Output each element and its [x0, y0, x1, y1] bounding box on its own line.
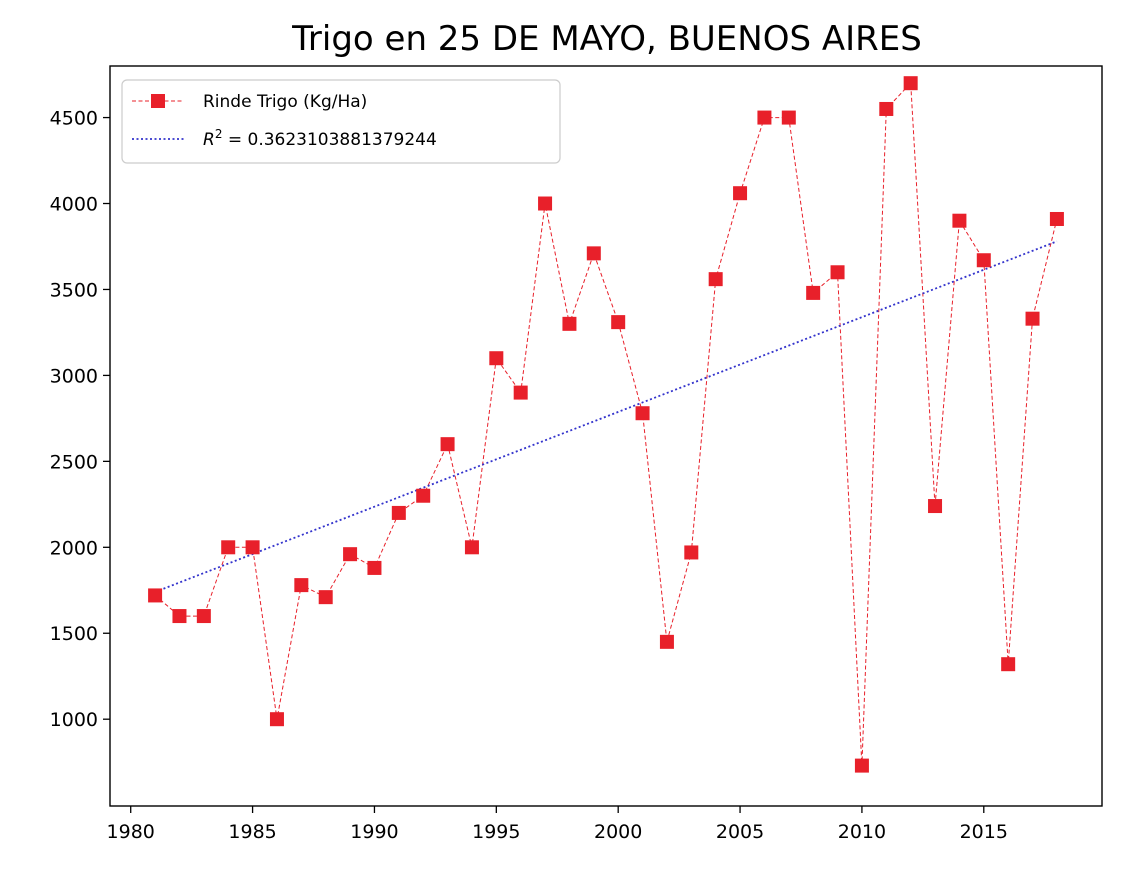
data-point: [708, 272, 723, 287]
x-tick-label: 2005: [716, 821, 764, 843]
data-point: [513, 385, 528, 400]
data-point: [635, 406, 650, 421]
legend-label-trend: R2 = 0.3623103881379244: [203, 127, 437, 150]
data-point: [538, 196, 553, 211]
data-point: [221, 540, 236, 555]
x-tick-label: 2010: [838, 821, 886, 843]
data-point: [318, 590, 333, 605]
data-point: [854, 758, 869, 773]
y-tick-label: 3000: [50, 365, 98, 387]
data-point: [416, 488, 431, 503]
legend-label-rinde: Rinde Trigo (Kg/Ha): [203, 92, 367, 112]
y-tick-label: 1000: [50, 709, 98, 731]
data-point: [343, 547, 358, 562]
legend-marker-rinde: [151, 94, 165, 108]
y-tick-label: 2000: [50, 537, 98, 559]
data-point: [1025, 311, 1040, 326]
data-point: [976, 253, 991, 268]
data-point: [440, 437, 455, 452]
data-point: [562, 316, 577, 331]
data-point: [391, 505, 406, 520]
trend-line: [154, 240, 1058, 593]
legend: Rinde Trigo (Kg/Ha) R2 = 0.3623103881379…: [121, 79, 561, 164]
data-point: [733, 186, 748, 201]
data-point: [684, 545, 699, 560]
x-tick-label: 1990: [350, 821, 398, 843]
legend-box: [121, 79, 561, 164]
data-point: [196, 609, 211, 624]
x-tick-label: 1995: [472, 821, 520, 843]
data-point: [148, 588, 163, 603]
legend-label-trend-value: = 0.3623103881379244: [222, 130, 436, 150]
data-point: [757, 110, 772, 125]
data-point: [659, 634, 674, 649]
x-tick-label: 1980: [107, 821, 155, 843]
legend-label-trend-sup: 2: [215, 127, 223, 141]
series-line-rinde: [154, 82, 1058, 766]
chart-title: Trigo en 25 DE MAYO, BUENOS AIRES: [291, 19, 922, 59]
data-point: [781, 110, 796, 125]
data-point: [489, 351, 504, 366]
data-point: [269, 712, 284, 727]
data-point: [586, 246, 601, 261]
y-tick-label: 2500: [50, 451, 98, 473]
y-tick-label: 4500: [50, 108, 98, 130]
x-tick-label: 2015: [960, 821, 1008, 843]
y-tick-label: 1500: [50, 623, 98, 645]
data-point: [172, 609, 187, 624]
data-point: [245, 540, 260, 555]
plot-area: [148, 76, 1064, 773]
data-point: [1049, 211, 1064, 226]
data-point: [928, 499, 943, 514]
data-point: [611, 315, 626, 330]
y-tick-label: 3500: [50, 279, 98, 301]
x-tick-label: 2000: [594, 821, 642, 843]
data-point: [367, 560, 382, 575]
legend-label-trend-r: R: [203, 130, 215, 150]
data-point: [806, 285, 821, 300]
data-point: [903, 76, 918, 91]
data-point: [1001, 657, 1016, 672]
data-point: [952, 213, 967, 228]
y-tick-label: 4000: [50, 194, 98, 216]
x-tick-label: 1985: [228, 821, 276, 843]
data-point: [879, 101, 894, 116]
plot-frame: [109, 65, 1103, 807]
data-point: [830, 265, 845, 280]
data-point: [464, 540, 479, 555]
data-point: [294, 578, 309, 593]
